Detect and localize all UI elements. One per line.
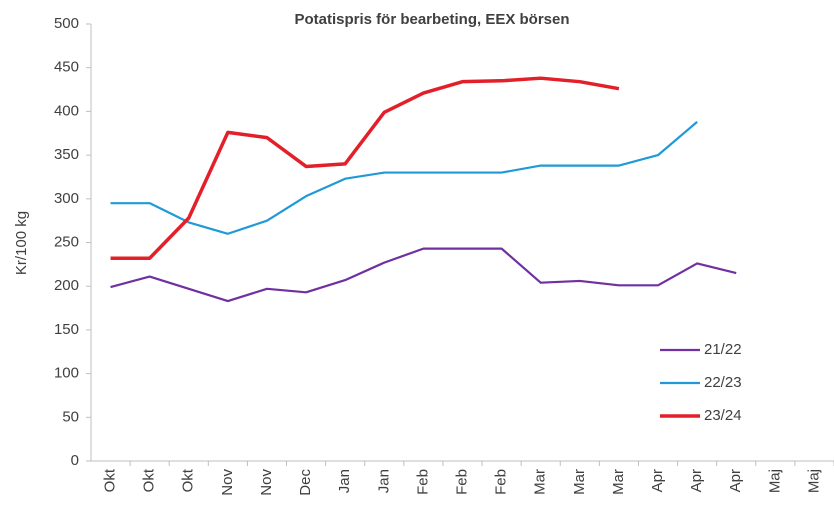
x-tick-label: Feb: [414, 469, 431, 495]
legend-label: 23/24: [704, 407, 742, 424]
x-tick-label: Jan: [375, 469, 392, 493]
series-line: [110, 76, 620, 260]
x-tick-label: Nov: [258, 469, 275, 496]
y-tick-label: 50: [62, 408, 79, 425]
y-tick-label: 250: [54, 233, 79, 250]
x-tick-label: Maj: [805, 469, 822, 493]
y-tick-label: 150: [54, 321, 79, 338]
y-tick-label: 100: [54, 365, 79, 382]
x-tick-label: Dec: [297, 469, 314, 496]
x-tick-label: Okt: [102, 468, 119, 492]
x-tick-label: Nov: [219, 469, 236, 496]
chart-title: Potatispris för bearbeting, EEX börsen: [294, 11, 569, 28]
x-tick-label: Mar: [571, 469, 588, 495]
y-tick-label: 300: [54, 190, 79, 207]
x-tick-label: Okt: [180, 468, 197, 492]
x-tick-label: Mar: [610, 469, 627, 495]
x-tick-label: Apr: [649, 469, 666, 492]
x-tick-label: Apr: [688, 469, 705, 492]
x-tick-label: Apr: [727, 469, 744, 492]
y-tick-label: 500: [54, 15, 79, 32]
x-tick-label: Okt: [141, 468, 158, 492]
legend-label: 21/22: [704, 341, 742, 358]
x-tick-label: Maj: [766, 469, 783, 493]
x-tick-label: Jan: [336, 469, 353, 493]
x-tick-label: Feb: [453, 469, 470, 495]
y-axis-label: Kr/100 kg: [13, 211, 30, 275]
series-line: [110, 121, 698, 235]
y-tick-label: 400: [54, 102, 79, 119]
y-tick-label: 350: [54, 146, 79, 163]
y-tick-label: 0: [71, 452, 79, 469]
x-tick-label: Feb: [493, 469, 510, 495]
x-tick-label: Mar: [532, 469, 549, 495]
legend-label: 22/23: [704, 374, 742, 391]
series-line: [110, 247, 737, 303]
y-tick-label: 200: [54, 277, 79, 294]
y-tick-label: 450: [54, 59, 79, 76]
